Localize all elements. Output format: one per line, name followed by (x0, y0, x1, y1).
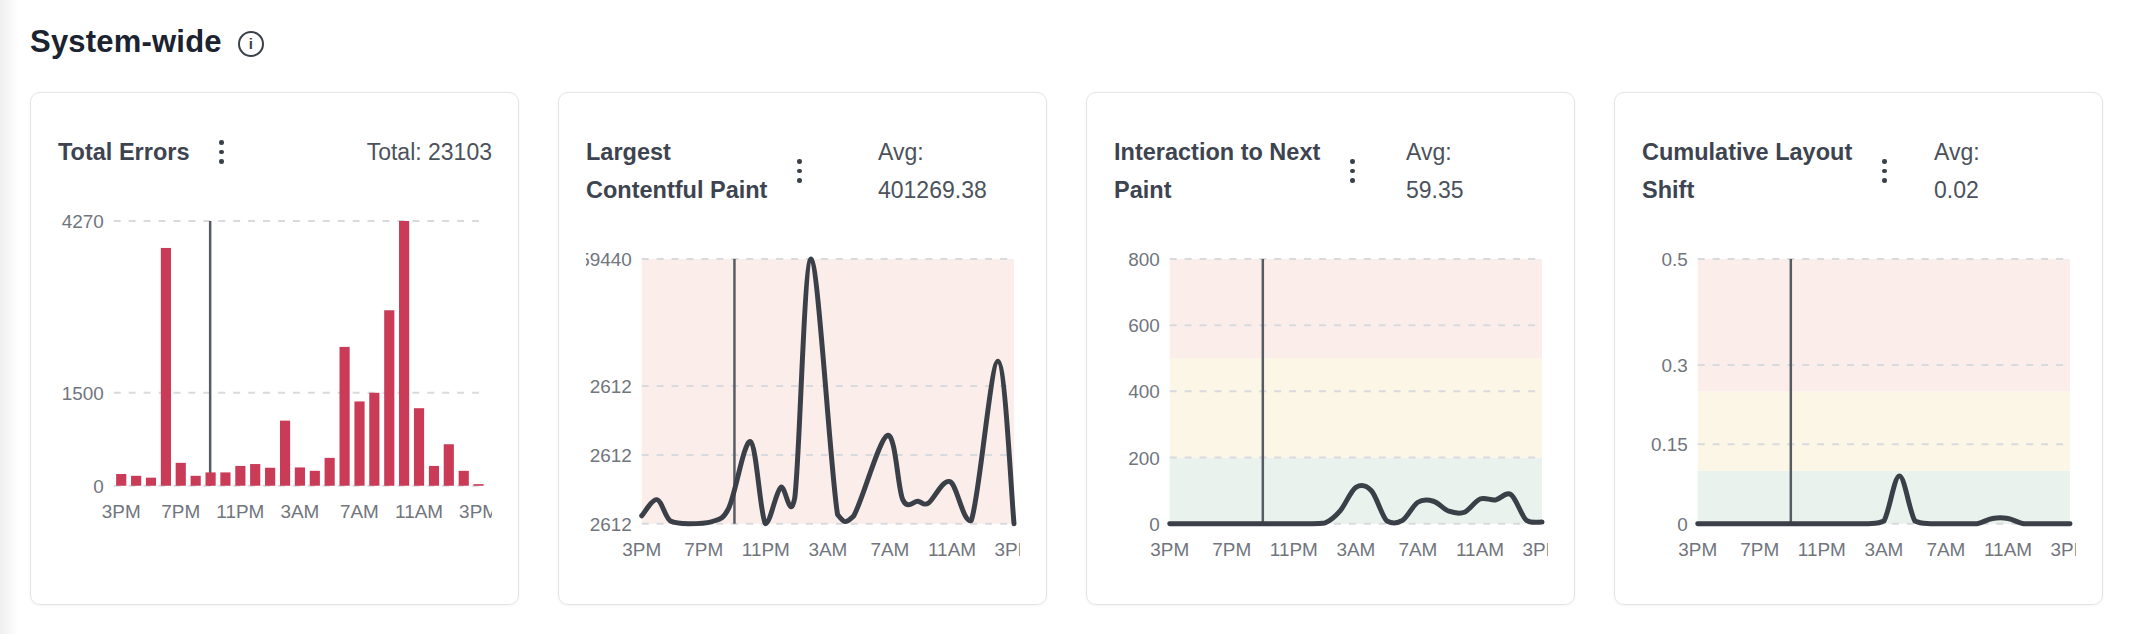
kebab-icon (1350, 159, 1355, 164)
card-title: Total Errors (58, 133, 189, 171)
card-largest-contentful-paint: Largest Contentful Paint Avg: 401269.38 … (558, 92, 1047, 605)
page-title: System-wide (30, 24, 222, 60)
chart-wrap: 59440 2612 2612 2612 3PM 7PM 11PM 3AM 7AM 11AM 3PM (586, 253, 1020, 564)
avg-stat: Avg: 401269.38 (878, 133, 1020, 209)
cumulative-layout-shift-chart[interactable]: 0.5 0.3 0.15 0 3PM 7PM 11PM 3AM 7AM 11AM 3PM (1642, 253, 2076, 564)
avg-stat: Avg: 59.35 (1406, 133, 1548, 209)
total-errors-chart[interactable]: 4270 1500 0 3PM 7PM 11PM 3AM 7AM 11AM 3PM (58, 215, 492, 526)
kebab-menu-button[interactable] (1876, 153, 1893, 189)
svg-text:7AM: 7AM (870, 539, 909, 560)
svg-text:7AM: 7AM (340, 501, 379, 522)
svg-text:400: 400 (1128, 381, 1160, 402)
kebab-menu-button[interactable] (791, 153, 808, 189)
svg-text:3PM: 3PM (102, 501, 141, 522)
kebab-icon (1882, 159, 1887, 164)
svg-text:3PM: 3PM (1150, 539, 1189, 560)
svg-text:3PM: 3PM (2051, 539, 2076, 560)
card-total-errors: Total Errors Total: 23103 4270 1500 0 3PM 7P… (30, 92, 519, 605)
svg-text:11PM: 11PM (742, 539, 790, 560)
svg-text:3AM: 3AM (1336, 539, 1375, 560)
kebab-icon (219, 140, 224, 145)
svg-text:2612: 2612 (590, 514, 632, 535)
svg-text:3AM: 3AM (280, 501, 319, 522)
svg-text:3AM: 3AM (1864, 539, 1903, 560)
kebab-icon (797, 159, 802, 164)
svg-text:7PM: 7PM (684, 539, 723, 560)
card-header: Interaction to Next Paint Avg: 59.35 (1114, 133, 1548, 209)
svg-text:0: 0 (1677, 514, 1688, 535)
svg-text:11AM: 11AM (928, 539, 976, 560)
svg-text:2612: 2612 (590, 445, 632, 466)
svg-text:7AM: 7AM (1398, 539, 1437, 560)
svg-text:7PM: 7PM (161, 501, 200, 522)
svg-text:11AM: 11AM (1456, 539, 1504, 560)
interaction-to-next-paint-chart[interactable]: 800 600 400 200 0 3PM 7PM 11PM 3AM 7AM 11AM 3PM (1114, 253, 1548, 564)
page-header: System-wide i (0, 0, 2130, 60)
card-cumulative-layout-shift: Cumulative Layout Shift Avg: 0.02 0.5 0.3… (1614, 92, 2103, 605)
total-stat: Total: 23103 (367, 133, 492, 171)
svg-text:3PM: 3PM (1678, 539, 1717, 560)
svg-text:59440: 59440 (586, 253, 632, 270)
svg-text:7PM: 7PM (1740, 539, 1779, 560)
svg-text:11PM: 11PM (1798, 539, 1846, 560)
card-title: Interaction to Next Paint (1114, 133, 1320, 209)
svg-text:0.3: 0.3 (1661, 355, 1687, 376)
svg-text:11PM: 11PM (216, 501, 264, 522)
card-header: Cumulative Layout Shift Avg: 0.02 (1642, 133, 2076, 209)
svg-text:600: 600 (1128, 315, 1160, 336)
svg-text:3AM: 3AM (808, 539, 847, 560)
svg-text:800: 800 (1128, 253, 1160, 270)
svg-text:3PM: 3PM (995, 539, 1020, 560)
svg-text:4270: 4270 (62, 215, 104, 232)
chart-wrap: 4270 1500 0 3PM 7PM 11PM 3AM 7AM 11AM 3PM (58, 215, 492, 526)
card-title: Largest Contentful Paint (586, 133, 767, 209)
card-interaction-to-next-paint: Interaction to Next Paint Avg: 59.35 800… (1086, 92, 1575, 605)
svg-text:11PM: 11PM (1270, 539, 1318, 560)
avg-stat: Avg: 0.02 (1934, 133, 2076, 209)
svg-text:0: 0 (1149, 514, 1160, 535)
kebab-menu-button[interactable] (1344, 153, 1361, 189)
svg-text:11AM: 11AM (395, 501, 443, 522)
svg-text:3PM: 3PM (1523, 539, 1548, 560)
kebab-menu-button[interactable] (213, 134, 230, 170)
chart-wrap: 0.5 0.3 0.15 0 3PM 7PM 11PM 3AM 7AM 11AM 3PM (1642, 253, 2076, 564)
svg-text:0.15: 0.15 (1651, 434, 1688, 455)
svg-text:0: 0 (93, 476, 104, 497)
svg-text:0.5: 0.5 (1661, 253, 1687, 270)
largest-contentful-paint-chart[interactable]: 59440 2612 2612 2612 3PM 7PM 11PM 3AM 7AM 11AM 3PM (586, 253, 1020, 564)
svg-text:7PM: 7PM (1212, 539, 1251, 560)
svg-text:200: 200 (1128, 448, 1160, 469)
svg-text:2612: 2612 (590, 376, 632, 397)
info-icon[interactable]: i (238, 31, 264, 57)
card-header: Total Errors Total: 23103 (58, 133, 492, 171)
cards-row: Total Errors Total: 23103 4270 1500 0 3PM 7P… (0, 92, 2130, 605)
svg-text:3PM: 3PM (622, 539, 661, 560)
card-title: Cumulative Layout Shift (1642, 133, 1852, 209)
chart-wrap: 800 600 400 200 0 3PM 7PM 11PM 3AM 7AM 11AM 3PM (1114, 253, 1548, 564)
svg-text:11AM: 11AM (1984, 539, 2032, 560)
card-header: Largest Contentful Paint Avg: 401269.38 (586, 133, 1020, 209)
svg-text:7AM: 7AM (1926, 539, 1965, 560)
svg-text:3PM: 3PM (459, 501, 492, 522)
svg-text:1500: 1500 (62, 383, 104, 404)
